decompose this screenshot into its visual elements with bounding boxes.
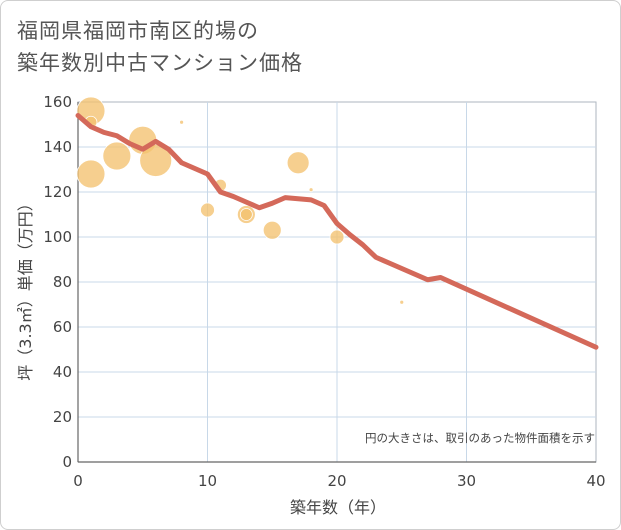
bubble-point [76,159,106,189]
y-tick-label: 160 [43,93,72,111]
y-axis-label: 坪（3.3㎡）単価（万円） [16,195,35,380]
x-tick-label: 30 [457,472,476,490]
bubble-point [308,187,314,193]
size-note: 円の大きさは、取引のあった物件面積を示す [365,431,595,445]
title-line-1: 福岡県福岡市南区的場の [17,19,259,43]
bubble-point [329,229,345,245]
bubble-point [399,299,405,305]
bubble-point [102,141,132,171]
x-tick-label: 0 [73,472,83,490]
y-tick-label: 20 [53,408,72,426]
y-tick-label: 0 [62,453,72,471]
y-tick-label: 140 [43,138,72,156]
bubble-point [179,119,185,125]
tick-labels: 0 10 20 30 40 0 20 40 60 80 100 120 140 160 [43,93,605,490]
x-tick-label: 40 [586,472,605,490]
line-layer [75,113,599,350]
x-axis-label: 築年数（年） [290,498,386,517]
bubble-point [262,220,282,240]
y-tick-label: 120 [43,183,72,201]
y-tick-label: 100 [43,228,72,246]
bubble-point [286,151,310,175]
title-line-2: 築年数別中古マンション価格 [17,51,303,75]
y-tick-label: 60 [53,318,72,336]
y-tick-label: 80 [53,273,72,291]
grid-lines [77,101,597,463]
bubble-point [139,144,173,177]
bubble-point [239,208,253,221]
average-price-line [75,113,599,350]
bubble-point [200,202,215,218]
y-tick-label: 40 [53,363,72,381]
chart-title: 福岡県福岡市南区的場の 築年数別中古マンション価格 [17,15,303,79]
x-tick-label: 10 [198,472,217,490]
x-tick-label: 20 [327,472,346,490]
